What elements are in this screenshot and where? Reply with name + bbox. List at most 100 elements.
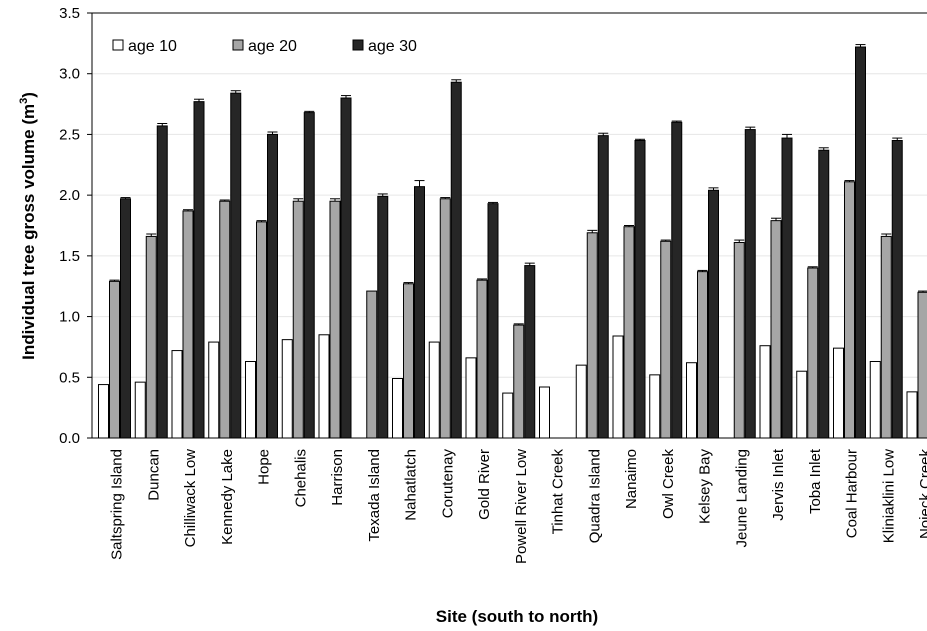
- bar-age-20-4: [256, 221, 267, 439]
- legend-swatch-age-10: [112, 39, 124, 51]
- bar-age-20-7: [366, 290, 378, 439]
- bar-age-30-5: [303, 112, 315, 439]
- bar-age-10-20: [833, 347, 844, 439]
- bar-age-30-4: [267, 133, 278, 439]
- bar-age-20-2: [182, 210, 194, 439]
- x-tick-label: Toba Inlet: [807, 448, 824, 514]
- y-tick-label: 3.5: [59, 5, 80, 22]
- x-tick-label: Coal Harbour: [844, 449, 861, 538]
- x-tick-label: Saltspring Island: [109, 449, 126, 560]
- bar-age-10-3: [208, 341, 220, 439]
- bar-age-20-14: [623, 226, 635, 439]
- bar-age-30-15: [671, 121, 683, 439]
- bar-age-30-21: [891, 140, 903, 439]
- bar-age-30-9: [450, 81, 462, 439]
- bar-age-30-19: [818, 149, 830, 439]
- y-axis-title: Individual tree gross volume (m3): [18, 92, 38, 360]
- bar-age-10-4: [245, 361, 256, 439]
- bar-age-20-22: [917, 291, 927, 439]
- bar-age-10-22: [906, 391, 918, 439]
- bar-age-20-16: [697, 271, 708, 439]
- x-tick-label: Texada Island: [366, 449, 383, 542]
- x-tick-label: Chilliwack Low: [182, 449, 199, 548]
- bar-age-10-8: [392, 378, 403, 439]
- x-tick-label: Duncan: [145, 449, 162, 501]
- x-axis-title: Site (south to north): [436, 607, 598, 626]
- x-tick-label: Corutenay: [439, 449, 456, 519]
- y-axis-title-sup: 3: [18, 98, 30, 104]
- legend: age 10 age 20 age 30: [112, 38, 417, 55]
- bar-age-20-3: [219, 200, 231, 439]
- bar-age-20-11: [513, 324, 525, 439]
- y-axis-title-main: Individual tree gross volume (m: [19, 104, 38, 360]
- bar-age-30-1: [156, 125, 168, 439]
- x-tick-label: Kelsey Bay: [697, 449, 714, 525]
- bar-age-10-6: [318, 334, 330, 439]
- y-axis-title-close: ): [19, 92, 38, 98]
- axes: [87, 12, 927, 439]
- bar-age-20-8: [403, 283, 414, 439]
- bar-age-10-11: [502, 392, 514, 439]
- x-tick-label: Powell River Low: [513, 449, 530, 564]
- bar-age-20-10: [476, 279, 488, 439]
- bar-age-10-1: [134, 381, 146, 439]
- x-tick-label: Gold River: [476, 449, 493, 520]
- legend-swatch-age-30: [352, 39, 364, 51]
- bar-age-20-5: [292, 200, 304, 439]
- bar-age-30-20: [855, 46, 866, 439]
- bar-age-10-12: [539, 386, 550, 439]
- legend-label-age-10: age 10: [128, 38, 177, 55]
- x-tick-label: Jervis Inlet: [770, 448, 787, 521]
- bar-age-10-19: [796, 370, 808, 439]
- bar-age-10-9: [428, 341, 440, 439]
- bar-age-10-14: [612, 335, 624, 439]
- bar-age-20-18: [770, 220, 782, 439]
- bar-age-10-15: [649, 374, 661, 439]
- bar-age-30-6: [340, 97, 352, 439]
- bar-age-10-0: [98, 384, 109, 439]
- bar-age-30-10: [487, 203, 499, 439]
- y-tick-label: 3.0: [59, 66, 80, 83]
- bar-age-20-19: [807, 267, 819, 439]
- y-tick-labels: 0.0 0.5 1.0 1.5 2.0 2.5 3.0 3.5: [59, 5, 80, 447]
- y-tick-label: 1.5: [59, 248, 80, 265]
- bar-age-30-2: [193, 101, 205, 439]
- y-tick-label: 1.0: [59, 309, 80, 326]
- bar-age-30-8: [414, 186, 425, 439]
- bar-age-20-21: [880, 235, 892, 439]
- legend-label-age-20: age 20: [248, 38, 297, 55]
- bar-age-30-3: [230, 92, 242, 439]
- gridlines: [92, 12, 927, 378]
- y-tick-label: 0.0: [59, 430, 80, 447]
- bar-age-20-6: [329, 200, 341, 439]
- legend-swatch-age-20: [232, 39, 244, 51]
- bars: [98, 44, 927, 439]
- bar-age-10-18: [759, 345, 771, 439]
- bar-age-30-13: [597, 135, 609, 439]
- bar-age-20-13: [586, 232, 598, 439]
- bar-age-30-0: [120, 198, 131, 439]
- bar-age-20-1: [145, 235, 157, 439]
- bar-age-20-0: [109, 280, 120, 439]
- x-tick-label: Nanaimo: [623, 449, 640, 509]
- bar-age-30-14: [634, 140, 646, 439]
- x-tick-label: Owl Creek: [660, 449, 677, 520]
- bar-age-10-21: [869, 361, 881, 439]
- y-tick-label: 2.0: [59, 187, 80, 204]
- bar-age-10-2: [171, 350, 183, 439]
- bar-age-10-13: [575, 364, 587, 439]
- legend-label-age-30: age 30: [368, 38, 417, 55]
- bar-age-10-16: [686, 362, 697, 439]
- bar-age-10-10: [465, 357, 477, 439]
- bar-age-10-5: [281, 339, 293, 439]
- x-tick-label: Hope: [256, 449, 273, 485]
- bar-age-30-7: [377, 195, 389, 439]
- y-tick-label: 2.5: [59, 126, 80, 143]
- x-tick-label: Nahatlatch: [403, 449, 420, 521]
- bar-age-20-20: [844, 181, 855, 439]
- bar-age-30-17: [744, 129, 756, 439]
- x-tick-label: Harrison: [329, 449, 346, 506]
- x-tick-label: Quadra Island: [586, 449, 603, 543]
- x-tick-labels: Saltspring Island Duncan Chilliwack Low Ken…: [109, 448, 927, 564]
